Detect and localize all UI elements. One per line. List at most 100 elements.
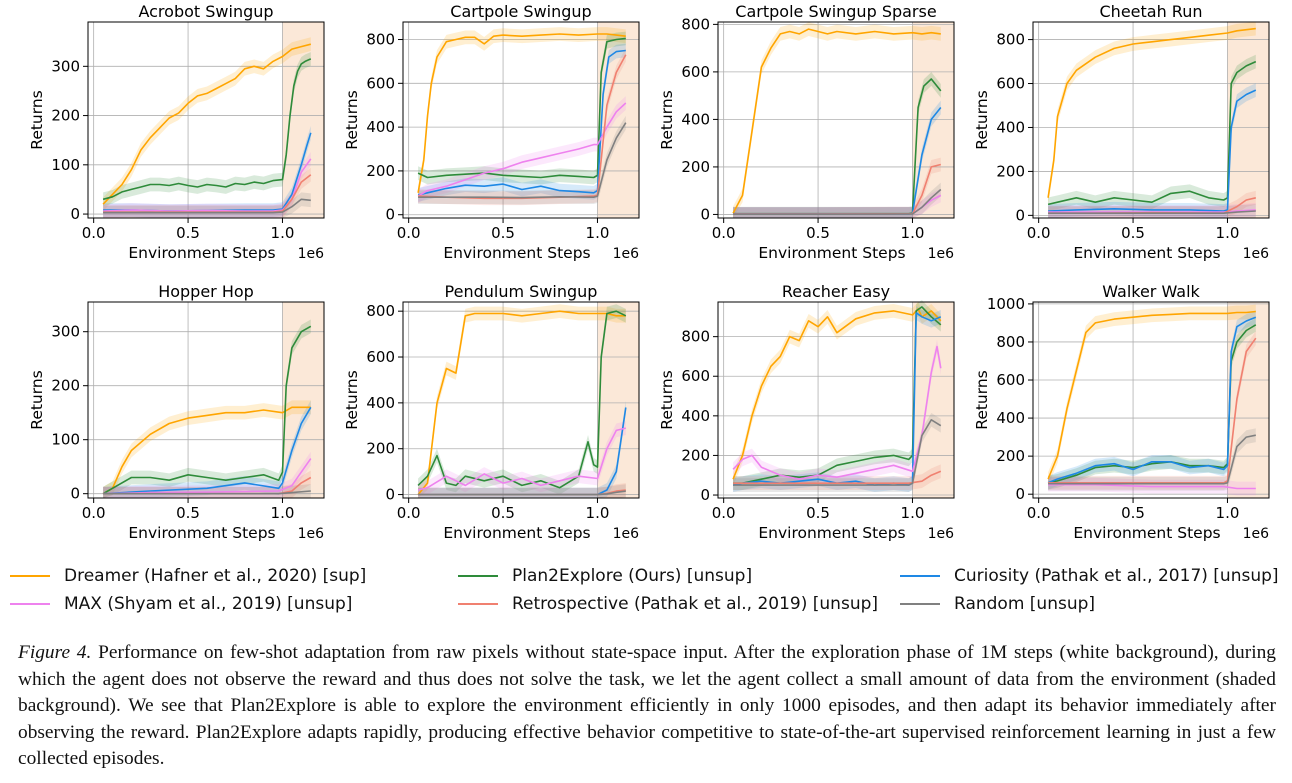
y-tick-label: 600 (996, 371, 1025, 389)
chart-title: Cartpole Swingup Sparse (735, 2, 936, 21)
y-axis-label: Returns (658, 370, 676, 430)
series-line-max (1048, 209, 1256, 213)
series-band-random (103, 484, 311, 498)
y-tick-label: 600 (681, 367, 710, 385)
legend-label: MAX (Shyam et al., 2019) [unsup] (64, 594, 353, 614)
x-tick-label: 0.5 (176, 224, 200, 242)
x-axis-label: Environment Steps (1073, 244, 1220, 262)
series-line-dreamer (1047, 27, 1256, 198)
legend-item-random: Random [unsup] (900, 594, 1095, 614)
y-tick-label: 0 (700, 486, 710, 504)
legend-swatch (900, 575, 940, 577)
x-tick-label: 0.0 (712, 224, 736, 242)
x-axis-multiplier: 1e6 (1243, 246, 1270, 262)
y-tick-label: 800 (366, 302, 395, 320)
x-axis-label: Environment Steps (758, 524, 905, 542)
x-tick-label: 0.5 (176, 504, 200, 522)
series-line-dreamer (102, 406, 311, 495)
x-tick-label: 1.0 (271, 504, 295, 522)
x-tick-label: 0.5 (491, 224, 515, 242)
y-tick-label: 200 (51, 107, 80, 125)
x-axis-multiplier: 1e6 (613, 526, 640, 542)
series-band-dreamer (1048, 21, 1256, 205)
adaptation-shade (282, 302, 324, 498)
x-tick-label: 0.5 (491, 504, 515, 522)
series-line-plan2explore (733, 78, 942, 215)
axes-frame (87, 21, 325, 219)
y-axis-label: Returns (973, 370, 991, 430)
legend-label: Curiosity (Pathak et al., 2017) [unsup] (954, 566, 1279, 586)
y-tick-label: 600 (996, 75, 1025, 93)
series-line-retrospective (733, 163, 941, 215)
y-axis-label: Returns (28, 90, 46, 150)
y-tick-label: 600 (681, 63, 710, 81)
series-band-retrospective (103, 167, 311, 218)
chart-title: Walker Walk (1102, 282, 1200, 301)
x-tick-label: 0.0 (82, 224, 106, 242)
series-band-plan2explore (103, 52, 311, 207)
series-line-plan2explore (102, 325, 312, 495)
series-line-random (103, 198, 311, 214)
x-tick-label: 1.0 (1216, 224, 1240, 242)
y-tick-label: 300 (51, 323, 80, 341)
series-band-plan2explore (418, 31, 626, 185)
y-tick-label: 100 (51, 156, 80, 174)
y-tick-label: 400 (681, 110, 710, 128)
series-line-max (1048, 483, 1256, 490)
y-axis-label: Returns (973, 90, 991, 150)
legend-item-dreamer: Dreamer (Hafner et al., 2020) [sup] (10, 566, 366, 586)
caption-text: Performance on few-shot adaptation from … (18, 642, 1276, 769)
series-band-dreamer (733, 22, 941, 218)
legend-swatch (10, 603, 50, 605)
y-tick-label: 200 (366, 162, 395, 180)
legend: Dreamer (Hafner et al., 2020) [sup] Plan2… (10, 566, 1290, 622)
x-axis-multiplier: 1e6 (1243, 526, 1270, 542)
series-line-random (1048, 434, 1256, 485)
series-band-max (103, 451, 311, 498)
series-line-retrospective (733, 470, 942, 485)
series-band-curiosity (733, 100, 941, 218)
x-axis-label: Environment Steps (443, 524, 590, 542)
y-tick-label: 200 (681, 446, 710, 464)
y-tick-label: 1000 (987, 295, 1025, 313)
x-tick-label: 0.5 (1121, 224, 1145, 242)
x-axis-multiplier: 1e6 (928, 526, 955, 542)
x-tick-label: 1.0 (1216, 504, 1240, 522)
series-line-max (103, 158, 312, 212)
series-band-random (733, 182, 941, 218)
series-line-curiosity (733, 107, 942, 215)
series-line-max (103, 458, 312, 495)
series-line-plan2explore (417, 310, 627, 489)
legend-item-max: MAX (Shyam et al., 2019) [unsup] (10, 594, 352, 614)
x-axis-label: Environment Steps (128, 524, 275, 542)
series-line-curiosity (1048, 89, 1257, 212)
y-axis-label: Returns (343, 90, 361, 150)
x-tick-label: 0.0 (397, 504, 421, 522)
series-line-max (732, 345, 942, 481)
x-axis-label: Environment Steps (1073, 524, 1220, 542)
y-tick-label: 800 (681, 15, 710, 33)
series-band-dreamer (103, 400, 311, 498)
series-band-retrospective (733, 157, 941, 218)
series-line-plan2explore (417, 37, 626, 179)
axes-frame (402, 21, 640, 219)
legend-swatch (458, 575, 498, 577)
y-tick-label: 400 (681, 407, 710, 425)
x-axis-multiplier: 1e6 (613, 246, 640, 262)
y-tick-label: 0 (385, 486, 395, 504)
y-tick-label: 600 (366, 348, 395, 366)
y-tick-label: 800 (996, 31, 1025, 49)
x-axis-multiplier: 1e6 (928, 246, 955, 262)
axes-frame (1032, 21, 1270, 219)
series-band-curiosity (418, 400, 626, 498)
adaptation-shade (1227, 22, 1269, 218)
series-line-retrospective (1048, 337, 1257, 484)
series-line-random (1048, 210, 1256, 214)
x-tick-label: 1.0 (271, 224, 295, 242)
x-tick-label: 0.5 (806, 504, 830, 522)
adaptation-shade (912, 302, 954, 498)
adaptation-shade (912, 22, 954, 218)
axes-frame (402, 301, 640, 499)
y-tick-label: 600 (366, 74, 395, 92)
series-line-max (417, 427, 626, 491)
